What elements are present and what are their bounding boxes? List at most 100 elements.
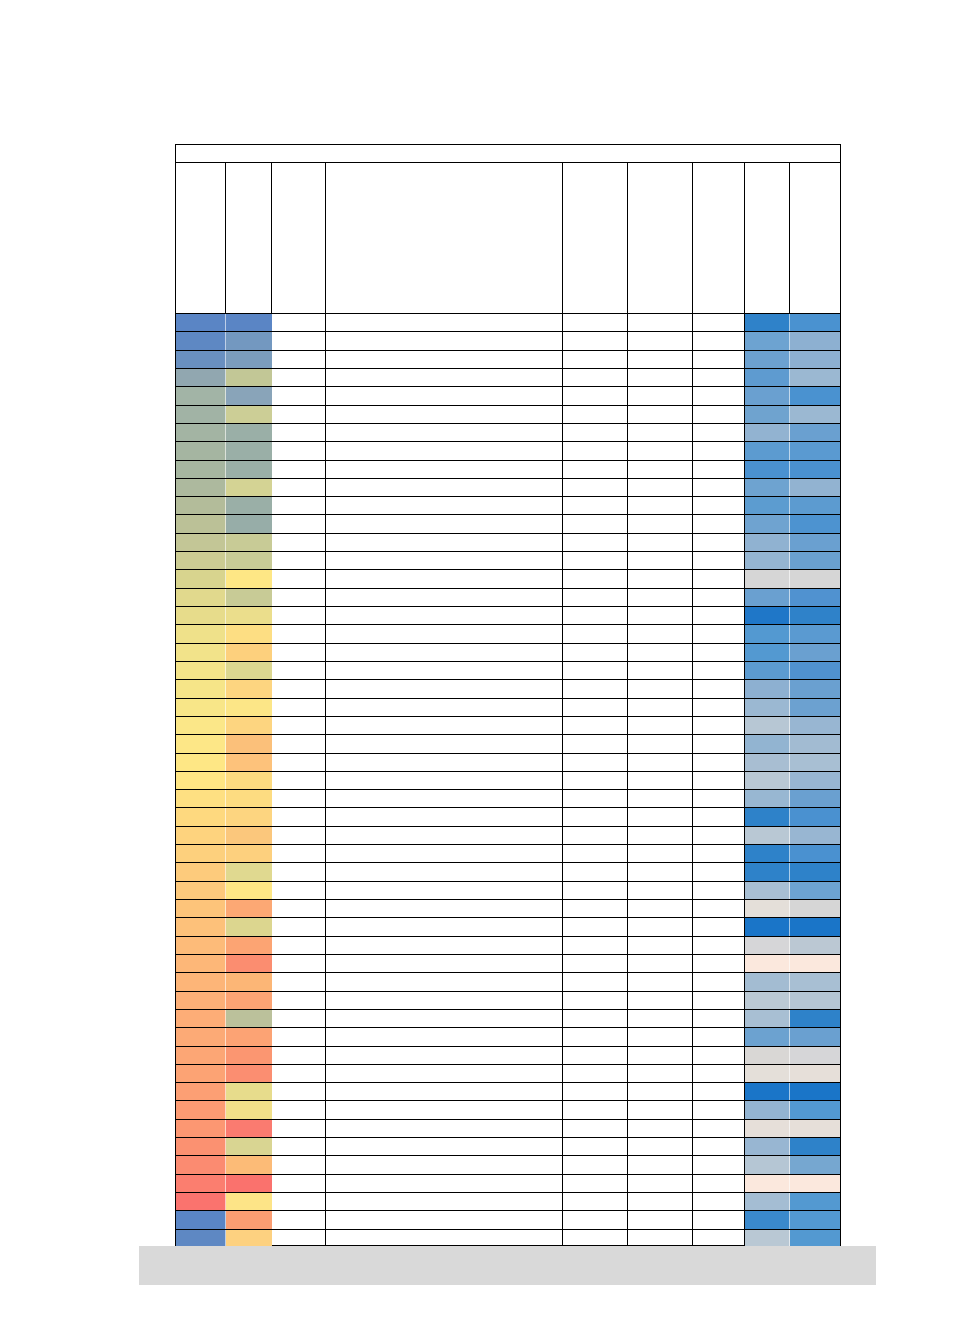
heat-cell-col_b-row-34 <box>226 918 272 936</box>
table-cell-row-4-col-4 <box>326 368 563 387</box>
row-divider <box>176 1210 840 1212</box>
table-cell-row-30-col-4 <box>326 845 563 863</box>
heat-cell-col_h-row-25 <box>745 753 790 771</box>
table-cell-row-15-col-5 <box>563 570 628 588</box>
heat-cell-col_a-row-13 <box>176 533 226 552</box>
heat-cell-col_h-row-9 <box>745 460 790 478</box>
heat-cell-col_h-row-29 <box>745 826 790 845</box>
row-divider <box>176 1100 840 1102</box>
heat-cell-col_i-row-17 <box>790 607 840 625</box>
table-cell-row-47-col-4 <box>326 1156 563 1174</box>
table-cell-row-33-col-5 <box>563 900 628 918</box>
table-cell-row-23-col-3 <box>272 716 326 735</box>
row-divider <box>176 624 840 626</box>
heat-cell-col_i-row-3 <box>790 350 840 368</box>
heat-cell-col_a-row-40 <box>176 1028 226 1046</box>
heat-cell-col_b-row-11 <box>226 497 272 515</box>
table-cell-row-51-col-3 <box>272 1229 326 1247</box>
table-cell-row-41-col-4 <box>326 1046 563 1064</box>
table-cell-row-31-col-6 <box>628 863 693 881</box>
table-cell-row-34-col-7 <box>693 918 745 936</box>
table-cell-row-16-col-3 <box>272 588 326 607</box>
column-header-2 <box>226 163 272 313</box>
table-cell-row-10-col-4 <box>326 478 563 497</box>
table-cell-row-19-col-4 <box>326 643 563 661</box>
row-divider <box>176 953 840 955</box>
heat-cell-col_b-row-2 <box>226 332 272 350</box>
table-cell-row-2-col-7 <box>693 332 745 350</box>
table-cell-row-7-col-4 <box>326 423 563 442</box>
table-cell-row-41-col-6 <box>628 1046 693 1064</box>
heat-cell-col_a-row-27 <box>176 790 226 808</box>
heat-cell-col_b-row-51 <box>226 1229 272 1247</box>
heat-cell-col_i-row-6 <box>790 405 840 423</box>
heat-cell-col_b-row-21 <box>226 680 272 698</box>
row-divider <box>176 1228 840 1230</box>
table-cell-row-47-col-3 <box>272 1156 326 1174</box>
heat-cell-col_a-row-46 <box>176 1138 226 1156</box>
table-cell-row-36-col-3 <box>272 954 326 973</box>
heat-cell-col_i-row-40 <box>790 1028 840 1046</box>
table-cell-row-33-col-4 <box>326 900 563 918</box>
heat-cell-col_b-row-22 <box>226 698 272 716</box>
heat-cell-col_a-row-47 <box>176 1156 226 1174</box>
column-header-9 <box>790 163 840 313</box>
table-cell-row-37-col-5 <box>563 973 628 991</box>
heat-cell-col_b-row-7 <box>226 423 272 442</box>
heat-cell-col_b-row-19 <box>226 643 272 661</box>
table-cell-row-42-col-6 <box>628 1064 693 1083</box>
heat-cell-col_i-row-18 <box>790 625 840 643</box>
heat-cell-col_h-row-46 <box>745 1138 790 1156</box>
table-cell-row-1-col-6 <box>628 314 693 332</box>
table-cell-row-48-col-6 <box>628 1174 693 1193</box>
table-cell-row-11-col-6 <box>628 497 693 515</box>
table-cell-row-39-col-4 <box>326 1009 563 1028</box>
table-cell-row-31-col-7 <box>693 863 745 881</box>
table-cell-row-51-col-4 <box>326 1229 563 1247</box>
table-cell-row-7-col-5 <box>563 423 628 442</box>
table-cell-row-25-col-3 <box>272 753 326 771</box>
table-cell-row-44-col-5 <box>563 1101 628 1119</box>
table-cell-row-11-col-4 <box>326 497 563 515</box>
table-cell-row-47-col-6 <box>628 1156 693 1174</box>
table-cell-row-50-col-3 <box>272 1211 326 1229</box>
table-cell-row-33-col-3 <box>272 900 326 918</box>
table-cell-row-4-col-3 <box>272 368 326 387</box>
table-cell-row-12-col-3 <box>272 515 326 533</box>
table-cell-row-34-col-6 <box>628 918 693 936</box>
heat-cell-col_h-row-5 <box>745 387 790 405</box>
row-divider <box>176 496 840 498</box>
table-cell-row-32-col-4 <box>326 881 563 900</box>
heat-cell-col_a-row-34 <box>176 918 226 936</box>
row-divider <box>176 459 840 461</box>
table-cell-row-23-col-5 <box>563 716 628 735</box>
table-cell-row-41-col-7 <box>693 1046 745 1064</box>
heat-cell-col_b-row-49 <box>226 1193 272 1211</box>
row-divider <box>176 825 840 827</box>
heat-cell-col_h-row-12 <box>745 515 790 533</box>
table-cell-row-40-col-4 <box>326 1028 563 1046</box>
table-cell-row-26-col-5 <box>563 771 628 790</box>
table-cell-row-24-col-3 <box>272 735 326 753</box>
row-divider <box>176 349 840 351</box>
table-cell-row-44-col-3 <box>272 1101 326 1119</box>
row-divider <box>176 972 840 974</box>
row-divider <box>176 477 840 479</box>
heat-cell-col_a-row-25 <box>176 753 226 771</box>
heat-cell-col_i-row-49 <box>790 1193 840 1211</box>
table-cell-row-19-col-6 <box>628 643 693 661</box>
heat-cell-col_h-row-36 <box>745 954 790 973</box>
column-header-4 <box>326 163 563 313</box>
table-cell-row-32-col-3 <box>272 881 326 900</box>
table-cell-row-39-col-7 <box>693 1009 745 1028</box>
table-cell-row-1-col-4 <box>326 314 563 332</box>
heat-cell-col_a-row-22 <box>176 698 226 716</box>
heat-cell-col_h-row-37 <box>745 973 790 991</box>
heat-cell-col_i-row-21 <box>790 680 840 698</box>
table-cell-row-14-col-3 <box>272 552 326 570</box>
table-cell-row-30-col-6 <box>628 845 693 863</box>
table-cell-row-39-col-6 <box>628 1009 693 1028</box>
table-cell-row-11-col-5 <box>563 497 628 515</box>
column-header-3 <box>272 163 326 313</box>
table-cell-row-1-col-7 <box>693 314 745 332</box>
